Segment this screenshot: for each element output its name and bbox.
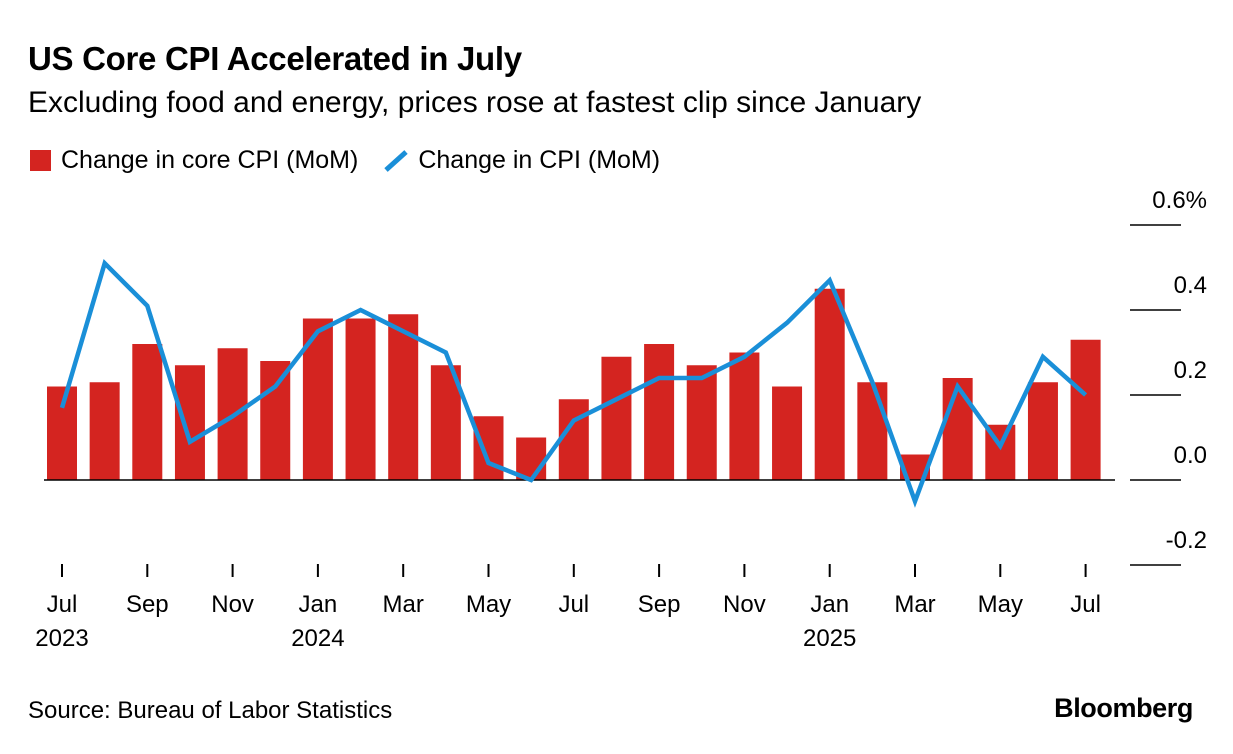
bar (729, 352, 760, 480)
legend-label-cpi: Change in CPI (MoM) (418, 146, 661, 174)
x-tick-label: May (466, 591, 511, 618)
bar (686, 365, 717, 480)
bar (1070, 339, 1101, 480)
y-tick-label: 0.6% (1152, 187, 1207, 214)
x-tick-label: Sep (126, 591, 169, 618)
chart-title: US Core CPI Accelerated in July (28, 40, 522, 77)
x-tick-year-label: 2023 (35, 625, 88, 652)
x-tick-label: Nov (723, 591, 766, 618)
legend-bar-swatch (30, 150, 51, 171)
x-tick-label: Mar (383, 591, 424, 618)
bar (473, 416, 504, 480)
chart-legend: Change in core CPI (MoM) Change in CPI (… (30, 146, 660, 175)
x-tick-label: Mar (894, 591, 935, 618)
source-note: Source: Bureau of Labor Statistics (28, 697, 393, 724)
x-tick-label: May (978, 591, 1023, 618)
x-tick-label: Nov (211, 591, 254, 618)
cpi-line (59, 259, 1088, 508)
x-tick-label: Sep (638, 591, 681, 618)
bar (814, 288, 845, 480)
y-tick-label: 0.0 (1174, 442, 1207, 469)
y-tick-label: 0.4 (1174, 272, 1207, 299)
chart-subtitle: Excluding food and energy, prices rose a… (28, 86, 922, 119)
x-tick-year-label: 2025 (803, 625, 856, 652)
x-tick-label: Jul (47, 591, 78, 618)
legend-label-core-cpi: Change in core CPI (MoM) (61, 146, 359, 174)
bar (644, 344, 675, 480)
x-tick-year-label: 2024 (291, 625, 344, 652)
bar (388, 314, 419, 480)
bar (1027, 382, 1058, 480)
bar (857, 382, 888, 480)
y-tick-label: 0.2 (1174, 357, 1207, 384)
legend-line-swatch (384, 149, 409, 172)
bar (772, 386, 803, 480)
bar (260, 361, 291, 480)
x-tick-label: Jul (1070, 591, 1101, 618)
y-tick-label: -0.2 (1166, 527, 1207, 554)
bar (345, 318, 376, 480)
x-tick-label: Jul (558, 591, 589, 618)
bar (89, 382, 120, 480)
x-tick-label: Jan (810, 591, 849, 618)
bar (132, 344, 163, 480)
bloomberg-logo: Bloomberg (1054, 693, 1193, 723)
bar (558, 399, 589, 480)
bar (942, 378, 973, 480)
cpi-chart: 0.6% 0.4 0.2 0.0 -0.2 Jul 2023 Sep Nov Jan 2024 Mar… (35, 187, 1207, 652)
bar (601, 356, 632, 480)
bar (174, 365, 205, 480)
x-tick-label: Jan (299, 591, 338, 618)
bar (516, 437, 547, 480)
